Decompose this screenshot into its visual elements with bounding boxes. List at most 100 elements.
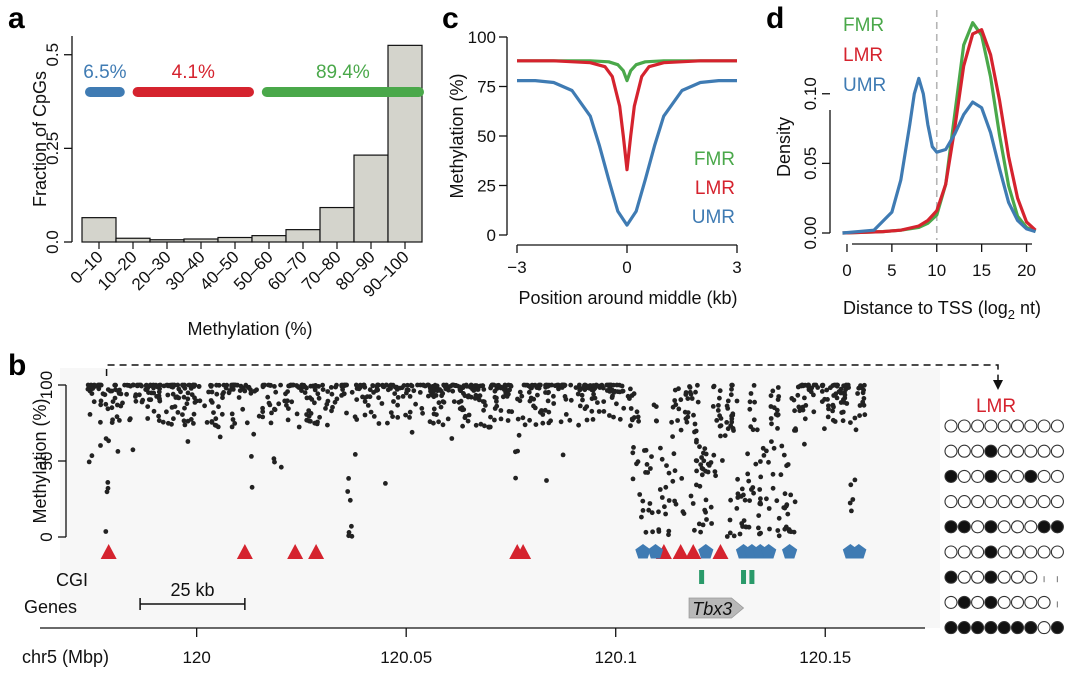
methylation-dot — [611, 390, 617, 395]
methylation-dot — [819, 389, 825, 394]
panel-c-legend-lmr: LMR — [695, 178, 735, 199]
lmr-methylated-cpg — [944, 570, 958, 584]
methylation-dot — [631, 391, 637, 397]
methylation-dot — [90, 386, 96, 391]
methylation-dot — [625, 393, 631, 399]
methylation-dot — [133, 392, 139, 398]
methylation-dot — [702, 446, 708, 451]
methylation-dot — [708, 504, 714, 510]
methylation-dot — [117, 387, 122, 393]
methylation-dot — [590, 417, 596, 422]
methylation-dot — [596, 409, 602, 414]
umr-pentagon-marker — [635, 544, 651, 559]
methylation-dot — [764, 496, 769, 502]
methylation-dot — [597, 385, 603, 390]
zoom-dashed-line — [105, 364, 999, 382]
methylation-dot — [727, 517, 733, 523]
panel-a-bar — [387, 44, 423, 243]
methylation-dot — [551, 401, 557, 406]
methylation-dot — [352, 452, 358, 457]
methylation-dot — [333, 384, 338, 390]
methylation-dot — [404, 387, 410, 393]
methylation-dot — [137, 392, 142, 398]
methylation-dot — [341, 391, 347, 397]
methylation-dot — [654, 418, 659, 424]
methylation-dot — [98, 398, 104, 404]
methylation-dot — [527, 398, 533, 404]
methylation-dot — [370, 383, 376, 389]
methylation-dot — [615, 389, 620, 394]
methylation-dot — [261, 383, 267, 388]
lmr-triangle-marker — [515, 544, 532, 559]
methylation-dot — [567, 417, 573, 423]
methylation-dot — [519, 393, 525, 399]
methylation-dot — [635, 414, 641, 420]
methylation-dot — [628, 386, 633, 392]
methylation-dot — [405, 382, 410, 388]
methylation-dot — [349, 389, 355, 395]
methylation-dot — [286, 383, 291, 389]
methylation-dot — [706, 463, 712, 468]
lmr-triangle-marker — [672, 544, 689, 559]
methylation-dot — [580, 397, 585, 403]
methylation-dot — [145, 416, 151, 421]
panel-c-y-tick-label: 0 — [487, 226, 496, 245]
methylation-dot — [105, 406, 111, 412]
methylation-dot — [769, 421, 774, 427]
methylation-dot — [376, 382, 381, 388]
methylation-dot — [505, 392, 510, 398]
methylation-dot — [852, 415, 858, 421]
methylation-dot — [112, 395, 118, 401]
methylation-dot — [440, 399, 446, 404]
methylation-dot — [747, 498, 752, 503]
methylation-dot — [170, 391, 176, 397]
methylation-dot — [278, 464, 284, 470]
panel-c-line-fmr — [517, 59, 737, 83]
methylation-dot — [556, 386, 561, 392]
methylation-dot — [314, 421, 320, 427]
methylation-dot — [825, 397, 830, 402]
genes-track-label: Genes — [24, 597, 77, 617]
methylation-dot — [256, 413, 262, 419]
methylation-dot — [730, 382, 735, 388]
methylation-dot — [745, 451, 750, 457]
panel-a-y-label: Fraction of CpGs — [30, 71, 50, 207]
lmr-unmethylated-cpg — [971, 570, 985, 584]
methylation-dot — [628, 423, 633, 429]
lmr-unmethylated-cpg — [1037, 621, 1051, 635]
methylation-dot — [643, 470, 648, 475]
methylation-dot — [230, 387, 236, 392]
methylation-dot — [170, 382, 176, 388]
methylation-dot — [649, 510, 655, 516]
zoom-arrow-head — [993, 380, 1003, 390]
lmr-unmethylated-cpg — [1050, 545, 1064, 559]
methylation-dot — [421, 382, 426, 388]
methylation-dot — [630, 450, 636, 456]
methylation-dot — [639, 514, 644, 520]
methylation-dot — [171, 416, 176, 422]
methylation-dot — [220, 395, 225, 401]
methylation-dot — [802, 416, 808, 422]
methylation-dot — [788, 492, 794, 498]
methylation-dot — [862, 412, 868, 418]
panel-b-x-tick-label: 120.1 — [594, 648, 637, 667]
methylation-dot — [848, 482, 854, 488]
methylation-dot — [697, 483, 703, 489]
methylation-dot — [600, 385, 606, 391]
methylation-dot — [371, 414, 377, 419]
methylation-dot — [695, 399, 701, 405]
methylation-dot — [838, 390, 844, 396]
methylation-dot — [693, 389, 698, 395]
lmr-unmethylated-cpg — [1024, 419, 1038, 433]
methylation-dot — [223, 385, 229, 391]
methylation-dot — [768, 393, 774, 399]
methylation-dot — [320, 382, 325, 388]
methylation-dot — [715, 408, 721, 413]
lmr-unmethylated-cpg — [1010, 444, 1025, 458]
methylation-dot — [640, 508, 646, 513]
lmr-unmethylated-cpg — [997, 520, 1011, 534]
methylation-dot — [748, 391, 754, 396]
methylation-dot — [620, 388, 626, 394]
methylation-dot — [383, 481, 388, 486]
methylation-dot — [607, 413, 612, 418]
